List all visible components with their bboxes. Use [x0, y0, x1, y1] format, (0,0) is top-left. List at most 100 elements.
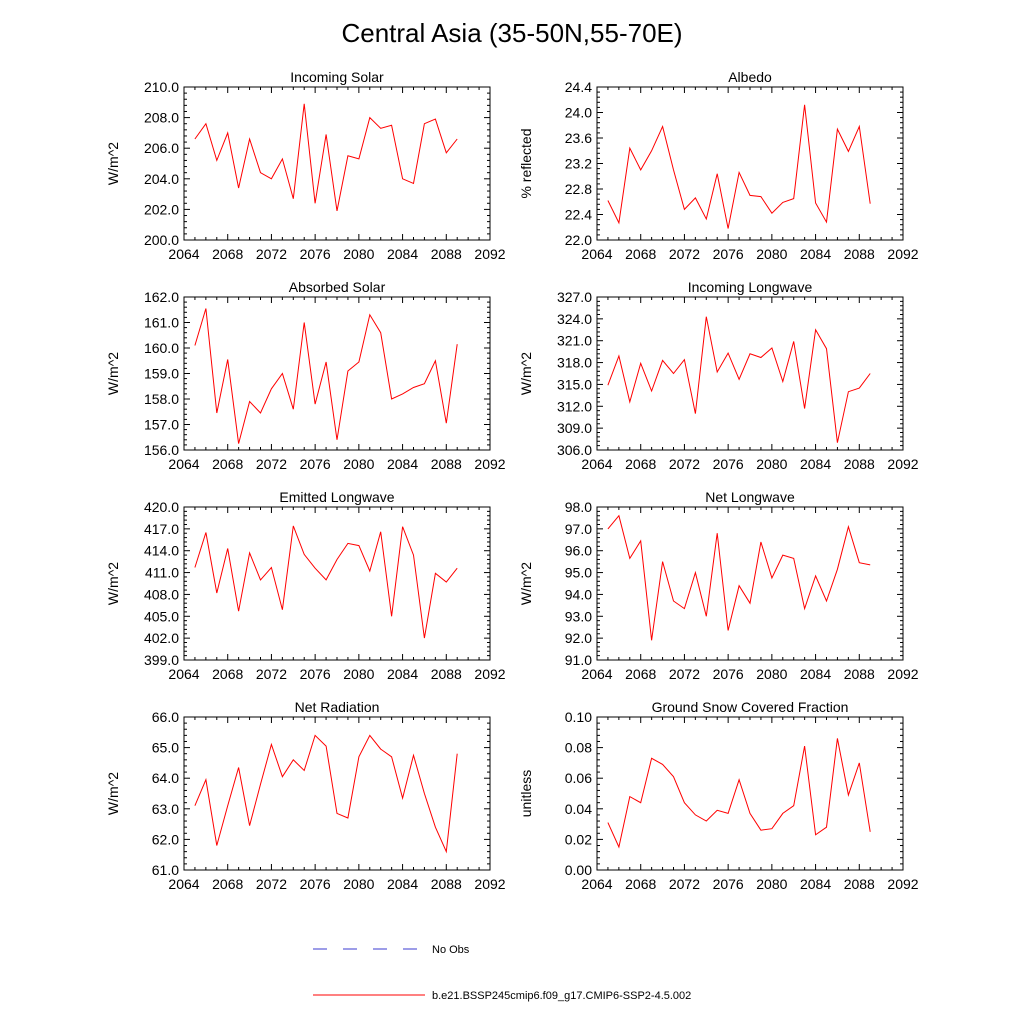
panel-net-radiation: Net Radiation W/m^2 61.0 62.0 63.0 64.0 65.0 66…	[105, 699, 506, 892]
x-tick-label: 2084	[387, 246, 418, 262]
y-tick-label: 160.0	[144, 340, 179, 356]
x-tick-label: 2068	[625, 246, 656, 262]
x-tick-label: 2080	[343, 876, 374, 892]
y-tick-label: 23.2	[565, 156, 592, 172]
x-tick-label: 2076	[713, 456, 744, 472]
x-tick-label: 2076	[713, 246, 744, 262]
panel-net-longwave: Net Longwave W/m^2 91.0 92.0 93.0 94.0 95.0 96.…	[518, 489, 919, 682]
y-tick-label: 61.0	[152, 862, 179, 878]
series-line	[607, 738, 871, 849]
x-tick-label: 2080	[343, 666, 374, 682]
y-tick-label: 95.0	[565, 565, 592, 581]
y-tick-label: 312.0	[557, 398, 592, 414]
y-tick-label: 93.0	[565, 608, 592, 624]
panel-title: Incoming Longwave	[688, 279, 813, 295]
y-tick-label: 94.0	[565, 586, 592, 602]
x-tick-label: 2064	[168, 456, 199, 472]
panel-ground-snow-covered-fraction: Ground Snow Covered Fraction unitless 0.00…	[518, 699, 919, 892]
panel-title: Ground Snow Covered Fraction	[652, 699, 849, 715]
x-tick-label: 2084	[387, 876, 418, 892]
x-tick-label: 2092	[474, 666, 505, 682]
y-tick-label: 91.0	[565, 652, 592, 668]
y-tick-label: 405.0	[144, 608, 179, 624]
x-tick-label: 2068	[212, 456, 243, 472]
y-tick-label: 98.0	[565, 499, 592, 515]
x-tick-label: 2072	[256, 876, 287, 892]
y-tick-label: 22.4	[565, 207, 592, 223]
y-tick-label: 159.0	[144, 366, 179, 382]
x-tick-label: 2076	[713, 666, 744, 682]
legend-label-no-obs: No Obs	[432, 944, 470, 956]
y-tick-label: 97.0	[565, 521, 592, 537]
x-tick-label: 2076	[300, 246, 331, 262]
y-tick-label: 206.0	[144, 140, 179, 156]
y-tick-label: 22.0	[565, 232, 592, 248]
y-axis-label: W/m^2	[105, 772, 121, 815]
x-tick-label: 2092	[887, 666, 918, 682]
y-axis-label: % reflected	[518, 128, 534, 198]
x-tick-label: 2092	[887, 876, 918, 892]
plot-frame	[596, 86, 904, 241]
series-line	[194, 734, 458, 854]
y-axis-label: W/m^2	[518, 562, 534, 605]
x-tick-label: 2092	[474, 246, 505, 262]
series-line	[607, 316, 871, 443]
y-tick-label: 420.0	[144, 499, 179, 515]
y-tick-label: 64.0	[152, 770, 179, 786]
plot-frame	[596, 296, 904, 451]
figure-title: Central Asia (35-50N,55-70E)	[341, 18, 682, 48]
series-line	[194, 103, 458, 211]
y-tick-label: 0.06	[565, 770, 592, 786]
panel-title: Emitted Longwave	[279, 489, 394, 505]
x-tick-label: 2064	[581, 666, 612, 682]
x-tick-label: 2084	[387, 666, 418, 682]
x-tick-label: 2068	[625, 666, 656, 682]
x-tick-label: 2068	[212, 246, 243, 262]
x-tick-label: 2072	[669, 876, 700, 892]
y-tick-label: 66.0	[152, 709, 179, 725]
x-tick-label: 2076	[300, 666, 331, 682]
x-tick-label: 2084	[800, 456, 831, 472]
x-tick-label: 2076	[300, 456, 331, 472]
x-tick-label: 2084	[800, 666, 831, 682]
x-tick-label: 2088	[844, 246, 875, 262]
x-tick-label: 2092	[474, 456, 505, 472]
series-line	[607, 104, 871, 229]
y-tick-label: 156.0	[144, 442, 179, 458]
y-tick-label: 324.0	[557, 311, 592, 327]
plot-frame	[596, 506, 904, 661]
y-tick-label: 321.0	[557, 333, 592, 349]
x-tick-label: 2084	[800, 246, 831, 262]
panels: Incoming Solar W/m^2 200.0 202.0 204.0 206.0 2…	[105, 69, 919, 892]
x-tick-label: 2064	[168, 246, 199, 262]
y-tick-label: 327.0	[557, 289, 592, 305]
y-tick-label: 315.0	[557, 376, 592, 392]
x-tick-label: 2072	[256, 246, 287, 262]
y-tick-label: 92.0	[565, 630, 592, 646]
x-tick-label: 2080	[756, 246, 787, 262]
x-tick-label: 2064	[581, 246, 612, 262]
panel-title: Net Radiation	[295, 699, 380, 715]
series-line	[194, 308, 458, 444]
y-tick-label: 0.08	[565, 740, 592, 756]
y-tick-label: 65.0	[152, 740, 179, 756]
y-tick-label: 158.0	[144, 391, 179, 407]
series-line	[194, 525, 458, 639]
y-tick-label: 23.6	[565, 130, 592, 146]
x-tick-label: 2064	[581, 876, 612, 892]
x-tick-label: 2092	[474, 876, 505, 892]
x-tick-label: 2072	[669, 666, 700, 682]
x-tick-label: 2080	[756, 456, 787, 472]
x-tick-label: 2088	[844, 876, 875, 892]
y-tick-label: 200.0	[144, 232, 179, 248]
x-tick-label: 2068	[212, 876, 243, 892]
panel-title: Absorbed Solar	[289, 279, 386, 295]
y-tick-label: 63.0	[152, 801, 179, 817]
y-tick-label: 399.0	[144, 652, 179, 668]
legend: No Obs b.e21.BSSP245cmip6.f09_g17.CMIP6-…	[313, 944, 691, 1002]
panel-incoming-longwave: Incoming Longwave W/m^2 306.0 309.0 312.0 315…	[518, 279, 919, 472]
y-tick-label: 204.0	[144, 171, 179, 187]
y-tick-label: 402.0	[144, 630, 179, 646]
x-tick-label: 2064	[168, 876, 199, 892]
x-tick-label: 2080	[343, 246, 374, 262]
